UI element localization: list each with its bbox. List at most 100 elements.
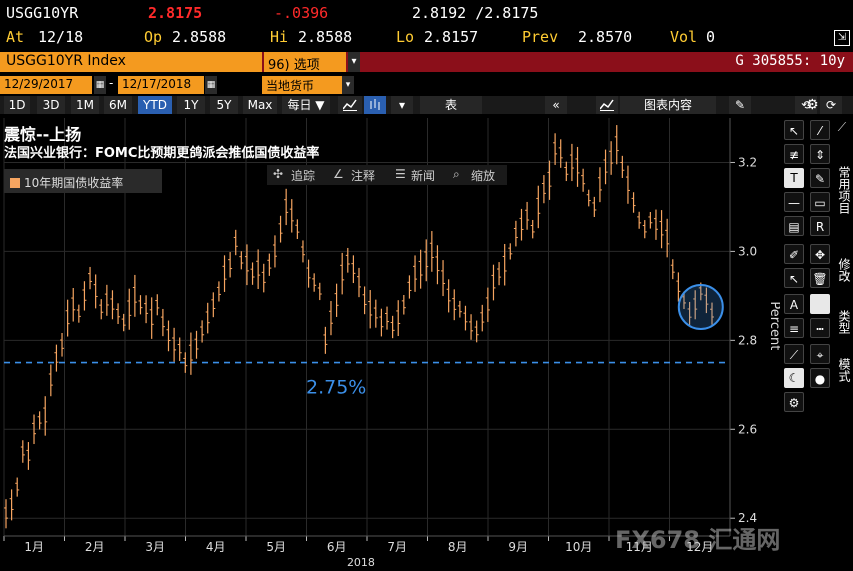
period-select[interactable]: 每日 ▼ bbox=[282, 96, 330, 114]
text-tool-icon[interactable]: T bbox=[784, 168, 804, 188]
tab-modify[interactable]: 修改 bbox=[837, 258, 851, 282]
eraser-icon[interactable]: ⟋ bbox=[784, 344, 804, 364]
news-button[interactable]: 新闻 bbox=[411, 169, 436, 183]
tab-common-items[interactable]: 常用项目 bbox=[837, 166, 851, 214]
table-button[interactable]: 表 bbox=[420, 96, 482, 114]
security-input[interactable]: USGG10YR Index bbox=[0, 52, 262, 72]
zoom-button[interactable]: 缩放 bbox=[471, 169, 496, 183]
x-tick-label: 5月 bbox=[266, 540, 286, 554]
tab-type[interactable]: 类型 bbox=[837, 310, 851, 334]
range-1d-button[interactable]: 1D bbox=[4, 96, 30, 114]
bid-ask: 2.8192 /2.8175 bbox=[412, 4, 539, 22]
color-palette-icon[interactable]: ● bbox=[810, 368, 830, 388]
ray-tool-icon[interactable]: R bbox=[810, 216, 830, 236]
last-price: 2.8175 bbox=[148, 4, 203, 22]
drawing-toolbox: ↖ ⁄ ≢ ⇕ T ✎ — ▭ ▤ R ✐ ✥ ↖ 🗑 A ≡ ┅ ⟋ ⌖ ☾ … bbox=[780, 116, 853, 416]
chart-type-dropdown-icon[interactable]: ▾ bbox=[391, 96, 413, 114]
x-tick-label: 9月 bbox=[508, 540, 528, 554]
pen-tool-icon[interactable]: ✐ bbox=[784, 244, 804, 264]
prev-label: Prev bbox=[522, 28, 559, 46]
currency-select[interactable]: 当地货币 bbox=[262, 76, 342, 94]
channel-tool-icon[interactable]: ▤ bbox=[784, 216, 804, 236]
fill-color-icon[interactable] bbox=[810, 294, 830, 314]
range-1y-button[interactable]: 1Y bbox=[177, 96, 205, 114]
pointer-plus-icon[interactable]: ↖ bbox=[784, 268, 804, 288]
low-label: Lo bbox=[396, 28, 415, 46]
undo-icon[interactable]: ⟲ bbox=[795, 96, 817, 114]
low-value: 2.8157 bbox=[424, 28, 479, 46]
redo-icon[interactable]: ⟳ bbox=[820, 96, 842, 114]
rect-tool-icon[interactable]: ▭ bbox=[810, 192, 830, 212]
start-date-input[interactable]: 12/29/2017 bbox=[0, 76, 92, 94]
track-icon[interactable]: ✣ bbox=[273, 167, 284, 181]
fib-tool-icon[interactable]: ≢ bbox=[784, 144, 804, 164]
legend-label: 10年期国债收益率 bbox=[24, 176, 124, 190]
prev-value: 2.8570 bbox=[578, 28, 633, 46]
news-icon[interactable]: ☰ bbox=[395, 167, 406, 181]
x-tick-label: 7月 bbox=[387, 540, 407, 554]
x-tick-label: 1月 bbox=[24, 540, 44, 554]
crescent-icon[interactable]: ☾ bbox=[784, 368, 804, 388]
y-tick-label: 2.4 bbox=[738, 511, 757, 525]
export-icon[interactable]: ⇲ bbox=[834, 30, 850, 46]
delete-icon[interactable]: 🗑 bbox=[810, 268, 830, 288]
x-tick-label: 3月 bbox=[145, 540, 165, 554]
range-5y-button[interactable]: 5Y bbox=[210, 96, 238, 114]
line-style-icon[interactable]: ┅ bbox=[810, 318, 830, 338]
annotate-icon[interactable]: ∠ bbox=[333, 167, 344, 181]
toolbox-collapse-icon[interactable]: ⟋ bbox=[837, 120, 847, 134]
toolbox-settings-icon[interactable]: ⚙ bbox=[784, 392, 804, 412]
options-button[interactable]: 96) 选项 bbox=[264, 52, 346, 73]
currency-dropdown-icon[interactable]: ▾ bbox=[342, 76, 354, 94]
tab-mode[interactable]: 模式 bbox=[837, 358, 851, 382]
trend-tool-icon[interactable]: ⇕ bbox=[810, 144, 830, 164]
options-dropdown-icon[interactable]: ▾ bbox=[348, 52, 360, 72]
settings-icon[interactable]: ⚙ bbox=[806, 97, 819, 113]
collapse-left-icon[interactable]: « bbox=[545, 96, 567, 114]
security-bar: USGG10YR Index 96) 选项 ▾ G 305855: 10y bbox=[0, 52, 853, 73]
range-ytd-button[interactable]: YTD bbox=[138, 96, 172, 114]
price-change: -.0396 bbox=[274, 4, 329, 22]
chart-legend: 10年期国债收益率 bbox=[4, 169, 162, 193]
at-label: At bbox=[6, 28, 25, 46]
line-tool-icon[interactable]: ⁄ bbox=[810, 120, 830, 140]
chart-toolbar: 1D 3D 1M 6M YTD 1Y 5Y Max 每日 ▼ ▾ 表 « 图表内… bbox=[0, 96, 853, 114]
select-arrow-icon[interactable]: ↖ bbox=[784, 120, 804, 140]
chart-content-button[interactable]: 图表内容 bbox=[620, 96, 716, 114]
chart-content-icon[interactable] bbox=[596, 96, 618, 114]
chart-subtitle: 法国兴业银行：FOMC比预期更鸽派会推低国债收益率 bbox=[4, 146, 320, 161]
x-axis-year: 2018 bbox=[347, 556, 375, 569]
edit-icon[interactable]: ✎ bbox=[729, 96, 751, 114]
y-tick-label: 2.8 bbox=[738, 333, 757, 347]
security-text: USGG10YR Index bbox=[6, 53, 126, 69]
font-icon[interactable]: A bbox=[784, 294, 804, 314]
range-6m-button[interactable]: 6M bbox=[104, 96, 132, 114]
bar-chart-icon[interactable] bbox=[364, 96, 386, 114]
track-button[interactable]: 追踪 bbox=[291, 169, 316, 183]
options-label: 选项 bbox=[293, 58, 320, 73]
y-tick-label: 2.6 bbox=[738, 422, 757, 436]
end-date-input[interactable]: 12/17/2018 bbox=[118, 76, 204, 94]
magnet-icon[interactable]: ⌖ bbox=[810, 344, 830, 364]
toolbox-tabs: 常用项目 修改 类型 模式 bbox=[831, 140, 853, 390]
annotate-button[interactable]: 注释 bbox=[351, 169, 376, 183]
watermark: FX678 汇通网 bbox=[615, 526, 781, 554]
y-axis-label: Percent bbox=[767, 301, 780, 350]
range-1m-button[interactable]: 1M bbox=[71, 96, 99, 114]
zoom-icon[interactable]: ⌕ bbox=[453, 167, 460, 181]
hline-tool-icon[interactable]: — bbox=[784, 192, 804, 212]
x-tick-label: 12月 bbox=[686, 540, 713, 554]
line-weight-icon[interactable]: ≡ bbox=[784, 318, 804, 338]
x-tick-label: 2月 bbox=[85, 540, 105, 554]
quote-row-1: USGG10YR 2.8175 -.0396 2.8192 /2.8175 bbox=[6, 4, 846, 26]
line-chart-icon[interactable] bbox=[338, 96, 362, 114]
range-3d-button[interactable]: 3D bbox=[37, 96, 65, 114]
move-tool-icon[interactable]: ✥ bbox=[810, 244, 830, 264]
curve-code: G 305855: 10y bbox=[735, 53, 845, 69]
x-tick-label: 6月 bbox=[327, 540, 347, 554]
end-date-calendar-icon[interactable]: ▦ bbox=[205, 76, 217, 94]
y-tick-label: 3.2 bbox=[738, 155, 757, 169]
brush-tool-icon[interactable]: ✎ bbox=[810, 168, 830, 188]
start-date-calendar-icon[interactable]: ▦ bbox=[94, 76, 106, 94]
range-max-button[interactable]: Max bbox=[243, 96, 277, 114]
